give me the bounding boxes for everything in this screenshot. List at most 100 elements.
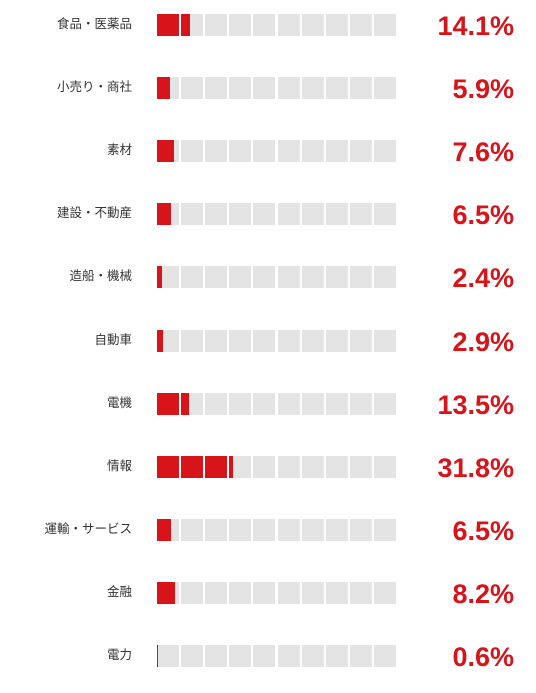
bar-segment <box>373 455 396 478</box>
chart-row: 造船・機械 2.4% <box>0 263 536 314</box>
bar-segment-fill <box>157 392 179 415</box>
bar-segment-fill <box>157 140 174 163</box>
bar-segment <box>157 392 179 415</box>
chart-row: 素材 7.6% <box>0 137 536 188</box>
bar-segment <box>325 266 348 289</box>
bar-segment <box>253 645 276 667</box>
bar-segment <box>157 140 179 163</box>
bar-segment <box>301 203 324 226</box>
bar-segment <box>277 518 300 541</box>
bar-segment <box>253 140 276 163</box>
bar-track <box>157 581 398 604</box>
bar-segment-fill <box>157 645 159 667</box>
bar-segment <box>277 77 300 100</box>
bar-segment-fill <box>157 329 164 352</box>
bar-segment <box>325 140 348 163</box>
bar-segment <box>205 14 228 36</box>
bar-segment <box>373 518 396 541</box>
bar-segment <box>325 14 348 36</box>
bar-segment <box>301 77 324 100</box>
bar-segment <box>205 140 228 163</box>
bar-track <box>157 645 398 667</box>
bar-track <box>157 140 398 163</box>
bar-segment <box>349 581 372 604</box>
bar-segment <box>181 581 204 604</box>
bar-segment <box>205 77 228 100</box>
bar-track <box>157 14 398 36</box>
bar-segment <box>301 266 324 289</box>
bar-segment <box>157 14 179 36</box>
bar-segment <box>325 77 348 100</box>
bar-track <box>157 266 398 289</box>
chart-row: 運輸・サービス 6.5% <box>0 516 536 567</box>
chart-row: 建設・不動産 6.5% <box>0 200 536 251</box>
bar-segment <box>373 77 396 100</box>
bar-segment <box>277 140 300 163</box>
bar-segment <box>181 14 204 36</box>
bar-segment <box>301 645 324 667</box>
bar-segment <box>229 455 252 478</box>
bar-segment <box>301 518 324 541</box>
bar-segment <box>349 266 372 289</box>
category-label: 情報 <box>106 457 132 473</box>
chart-row: 食品・医薬品 14.1% <box>0 11 536 62</box>
bar-segment <box>253 518 276 541</box>
bar-track <box>157 392 398 415</box>
bar-segment <box>349 77 372 100</box>
bar-track <box>157 203 398 226</box>
bar-segment-fill <box>157 266 163 289</box>
bar-segment <box>277 581 300 604</box>
bar-segment-fill <box>157 455 179 478</box>
chart-row: 自動車 2.9% <box>0 327 536 378</box>
bar-segment <box>373 392 396 415</box>
bar-segment <box>373 581 396 604</box>
bar-segment <box>325 329 348 352</box>
bar-segment <box>325 581 348 604</box>
bar-segment <box>277 14 300 36</box>
bar-segment <box>229 645 252 667</box>
bar-segment <box>253 329 276 352</box>
bar-segment <box>157 266 179 289</box>
bar-segment <box>157 77 179 100</box>
category-label: 食品・医薬品 <box>56 16 132 31</box>
category-label: 金融 <box>106 583 132 599</box>
bar-segment <box>325 392 348 415</box>
chart-row: 電力 0.6% <box>0 642 536 693</box>
value-label: 8.2% <box>452 578 514 609</box>
category-label: 小売り・商社 <box>56 79 132 95</box>
bar-segment <box>277 392 300 415</box>
bar-segment <box>373 140 396 163</box>
category-label: 電力 <box>106 647 132 662</box>
bar-segment <box>253 266 276 289</box>
bar-segment <box>349 392 372 415</box>
bar-segment <box>157 645 179 667</box>
bar-segment <box>349 645 372 667</box>
bar-segment-fill <box>181 392 189 415</box>
bar-segment <box>277 266 300 289</box>
bar-segment <box>325 518 348 541</box>
bar-segment <box>181 392 204 415</box>
bar-segment-fill <box>181 14 191 36</box>
chart-row: 小売り・商社 5.9% <box>0 74 536 125</box>
bar-segment <box>349 203 372 226</box>
bar-segment <box>205 203 228 226</box>
category-label: 運輸・サービス <box>44 520 132 536</box>
bar-segment <box>181 266 204 289</box>
bar-segment <box>205 518 228 541</box>
bar-segment-fill <box>157 203 172 226</box>
bar-segment <box>253 392 276 415</box>
bar-track <box>157 77 398 100</box>
bar-segment <box>229 77 252 100</box>
bar-segment <box>253 77 276 100</box>
bar-track <box>157 518 398 541</box>
bar-segment <box>157 455 179 478</box>
bar-segment <box>373 14 396 36</box>
bar-segment <box>325 455 348 478</box>
bar-segment <box>181 455 204 478</box>
bar-segment <box>349 14 372 36</box>
value-label: 2.9% <box>452 326 514 357</box>
bar-segment <box>157 581 179 604</box>
bar-segment <box>349 140 372 163</box>
bar-segment-fill <box>157 518 172 541</box>
